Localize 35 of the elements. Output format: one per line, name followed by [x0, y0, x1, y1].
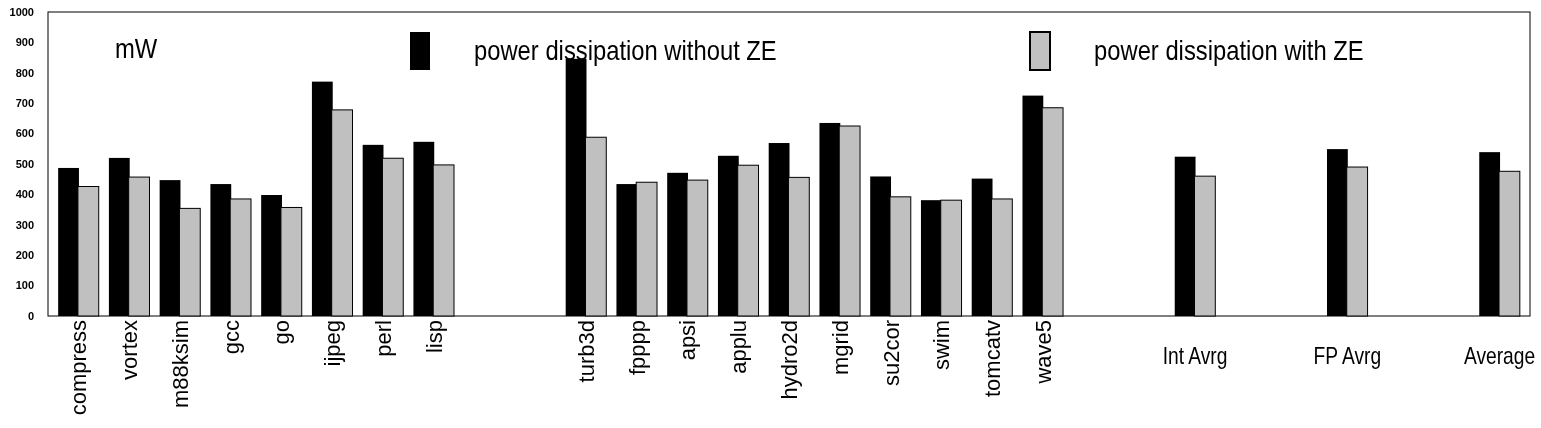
x-tick-label: perl: [370, 320, 396, 357]
y-tick-label: 500: [15, 157, 34, 170]
x-tick-label: FP Avrg: [1313, 341, 1382, 370]
legend-label: power dissipation without ZE: [474, 34, 777, 67]
x-tick-label: lisp: [421, 320, 447, 354]
x-tick-label: hydro2d: [777, 320, 802, 400]
y-tick-label: 200: [15, 249, 34, 262]
y-tick-label: 0: [27, 309, 34, 322]
y-tick-label: 300: [15, 218, 34, 231]
y-tick-label: 1000: [9, 5, 34, 18]
y-tick-label: 900: [15, 36, 34, 49]
x-tick-label: tomcatv: [980, 320, 1006, 398]
y-tick-label: 600: [15, 127, 34, 140]
x-tick-label: Int Avrg: [1162, 341, 1228, 370]
x-tick-label: m88ksim: [167, 320, 193, 409]
x-tick-label: apsi: [675, 320, 701, 361]
x-tick-label: turb3d: [573, 320, 599, 383]
x-tick-label: wave5: [1030, 320, 1056, 385]
x-tick-label: compress: [66, 320, 92, 416]
x-tick-label: mgrid: [827, 320, 853, 376]
y-axis-title: mW: [115, 32, 158, 65]
y-tick-label: 100: [15, 279, 34, 292]
x-tick-label: swim: [929, 320, 955, 371]
y-tick-label: 800: [15, 66, 34, 79]
x-tick-label: su2cor: [878, 320, 904, 387]
y-tick-label: 700: [15, 97, 34, 110]
x-tick-label: fpppp: [624, 320, 650, 376]
x-tick-label: vortex: [117, 320, 143, 380]
x-tick-label: go: [269, 320, 295, 345]
y-tick-label: 400: [15, 188, 34, 201]
x-tick-label: gcc: [218, 320, 244, 355]
x-tick-label: applu: [726, 320, 752, 374]
x-tick-label: Average: [1463, 341, 1536, 370]
legend-label: power dissipation with ZE: [1094, 34, 1364, 67]
x-tick-label: ijpeg: [320, 320, 346, 367]
